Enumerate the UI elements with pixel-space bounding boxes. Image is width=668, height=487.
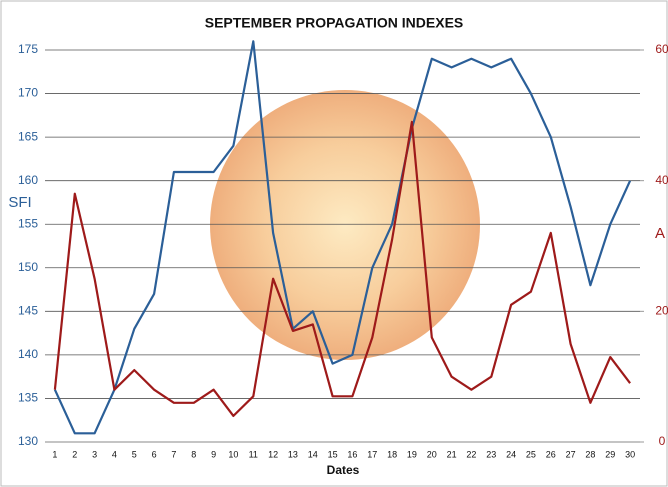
x-tick-label: 15 — [328, 449, 338, 459]
y-axis-label: SFI — [8, 194, 31, 211]
x-tick-label: 22 — [466, 449, 476, 459]
y2-tick-label: 20 — [655, 304, 668, 318]
x-tick-label: 16 — [347, 449, 357, 459]
chart: SEPTEMBER PROPAGATION INDEXES SFI A Date… — [0, 0, 668, 487]
x-tick-label: 14 — [308, 449, 318, 459]
x-tick-label: 10 — [228, 449, 238, 459]
y-tick-label: 130 — [18, 434, 38, 448]
x-tick-label: 13 — [288, 449, 298, 459]
x-tick-label: 25 — [526, 449, 536, 459]
sun-image — [210, 90, 480, 360]
y2-axis-label: A — [655, 225, 665, 242]
x-tick-label: 1 — [52, 449, 57, 459]
x-tick-label: 11 — [249, 449, 258, 459]
y-tick-label: 165 — [18, 129, 38, 143]
x-tick-label: 3 — [92, 449, 97, 459]
y-tick-label: 145 — [18, 304, 38, 318]
y-tick-label: 170 — [18, 86, 38, 100]
page: SEPTEMBER PROPAGATION INDEXES SFI A Date… — [0, 0, 668, 487]
y-tick-label: 140 — [18, 347, 38, 361]
y-tick-label: 175 — [18, 42, 38, 56]
x-tick-label: 20 — [427, 449, 437, 459]
x-tick-label: 17 — [367, 449, 377, 459]
x-axis-label: Dates — [327, 463, 360, 477]
x-tick-label: 21 — [447, 449, 457, 459]
chart-title: SEPTEMBER PROPAGATION INDEXES — [205, 15, 464, 31]
y2-tick-label: 60 — [655, 42, 668, 56]
x-tick-label: 23 — [486, 449, 496, 459]
x-tick-label: 4 — [112, 449, 117, 459]
x-tick-label: 24 — [506, 449, 516, 459]
x-tick-label: 28 — [585, 449, 595, 459]
x-tick-label: 26 — [546, 449, 556, 459]
x-tick-label: 18 — [387, 449, 397, 459]
y2-tick-label: 40 — [655, 173, 668, 187]
x-tick-label: 27 — [566, 449, 576, 459]
y-tick-label: 155 — [18, 216, 38, 230]
x-tick-label: 6 — [152, 449, 157, 459]
x-tick-label: 29 — [605, 449, 615, 459]
y-tick-label: 150 — [18, 260, 38, 274]
y-tick-label: 135 — [18, 391, 38, 405]
y-tick-label: 160 — [18, 173, 38, 187]
x-tick-label: 12 — [268, 449, 278, 459]
x-tick-label: 9 — [211, 449, 216, 459]
y2-tick-label: 0 — [659, 434, 666, 448]
x-tick-label: 8 — [191, 449, 196, 459]
x-tick-label: 7 — [171, 449, 176, 459]
x-tick-label: 30 — [625, 449, 635, 459]
x-tick-label: 19 — [407, 449, 417, 459]
x-tick-label: 2 — [72, 449, 77, 459]
x-tick-label: 5 — [132, 449, 137, 459]
